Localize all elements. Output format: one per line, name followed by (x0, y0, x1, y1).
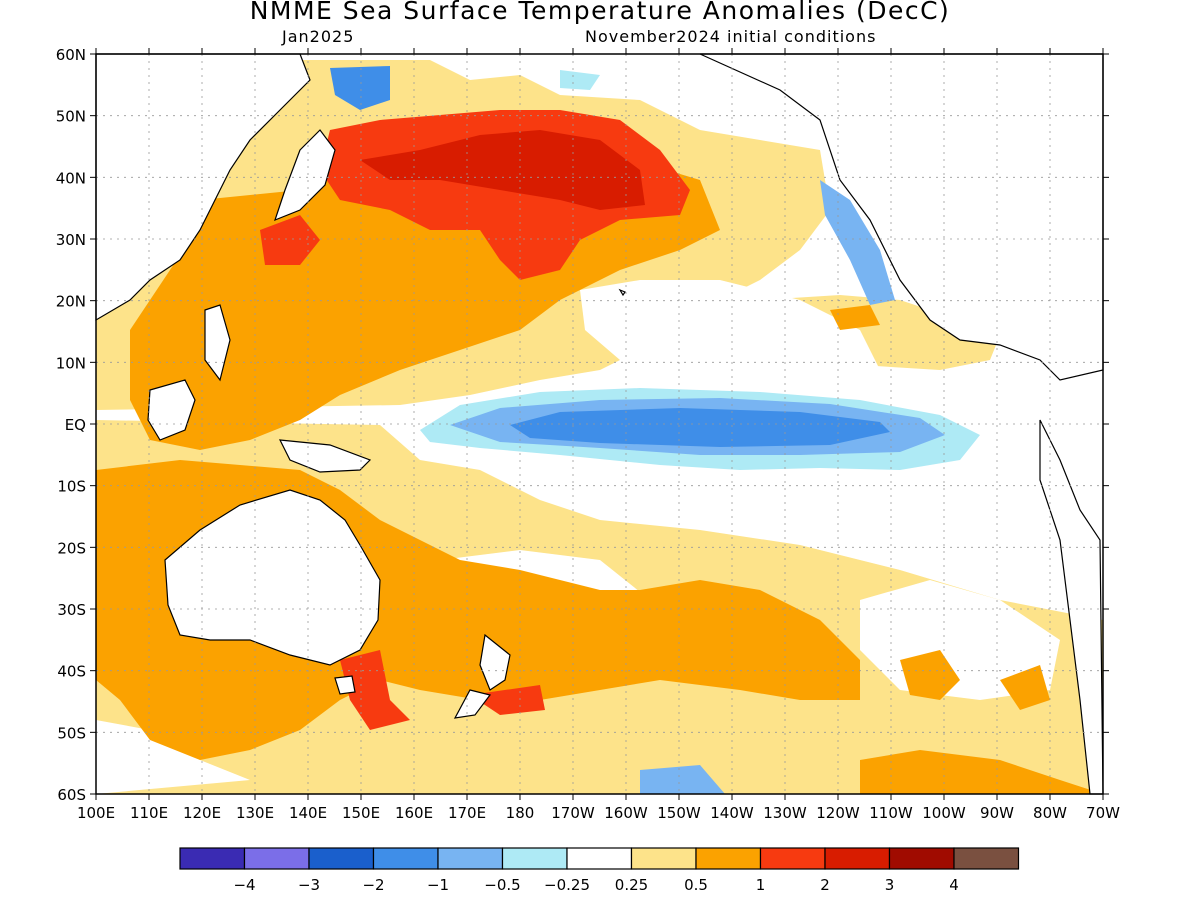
colorbar-label: −0.25 (544, 876, 590, 894)
initial-conditions-label: November2024 initial conditions (585, 27, 877, 46)
lon-tick-label: 160E (395, 804, 433, 822)
lon-tick-label: 110W (869, 804, 913, 822)
lon-tick-label: 100W (922, 804, 966, 822)
colorbar-label: −2 (362, 876, 384, 894)
lat-tick-label: 60N (56, 46, 86, 64)
colorbar-swatch (372, 847, 439, 870)
colorbar-label: −0.5 (484, 876, 520, 894)
colorbar-label: 0.25 (615, 876, 648, 894)
lat-tick-label: 20N (56, 293, 86, 311)
lon-tick-label: 130W (763, 804, 807, 822)
colorbar-label: 2 (820, 876, 830, 894)
colorbar-label: 1 (756, 876, 766, 894)
lon-tick-label: 170E (448, 804, 486, 822)
lon-tick-label: 70W (1086, 804, 1120, 822)
colorbar-swatch (308, 847, 375, 870)
lat-tick-label: 30S (57, 601, 86, 619)
colorbar-swatch (501, 847, 568, 870)
colorbar: −4 −3 −2 −1 −0.5 −0.25 0.25 0.5 1 2 3 4 (179, 847, 1020, 894)
lon-tick-label: 170W (551, 804, 595, 822)
colorbar-label: −4 (233, 876, 255, 894)
lat-tick-label: 10N (56, 354, 86, 372)
lat-tick-label: 50S (57, 724, 86, 742)
lon-tick-label: 160W (604, 804, 648, 822)
lon-tick-label: 90W (980, 804, 1014, 822)
target-month-label: Jan2025 (282, 27, 355, 46)
lon-tick-label: 120W (816, 804, 860, 822)
colorbar-swatch (888, 847, 955, 870)
lat-tick-label: 10S (57, 478, 86, 496)
lon-tick-label: 150E (342, 804, 380, 822)
lat-tick-label: 40S (57, 663, 86, 681)
lon-tick-label: 110E (130, 804, 168, 822)
lat-tick-label: EQ (65, 416, 86, 434)
lon-tick-label: 140E (289, 804, 327, 822)
longitude-axis: 100E 110E 120E 130E 140E 150E 160E 170E 180 170W 1… (77, 48, 1120, 822)
lon-tick-label: 150W (657, 804, 701, 822)
colorbar-label: 3 (885, 876, 895, 894)
colorbar-swatch (566, 847, 633, 870)
coastlines (95, 53, 1104, 795)
lon-tick-label: 130E (236, 804, 274, 822)
colorbar-swatch (243, 847, 310, 870)
lat-tick-label: 20S (57, 539, 86, 557)
lon-tick-label: 120E (183, 804, 221, 822)
colorbar-label: −3 (298, 876, 320, 894)
lat-tick-label: 40N (56, 169, 86, 187)
lon-tick-label: 140W (710, 804, 754, 822)
colorbar-swatch (437, 847, 504, 870)
lon-tick-label: 80W (1033, 804, 1067, 822)
colorbar-swatch (179, 847, 246, 870)
lon-tick-label: 180 (506, 804, 535, 822)
colorbar-swatch (759, 847, 826, 870)
colorbar-label: −1 (427, 876, 449, 894)
graticule (96, 54, 1103, 794)
latitude-axis: 60N 50N 40N 30N 20N 10N EQ 10S 20S 30S 40S 50S 60S (56, 46, 1109, 804)
colorbar-swatch (695, 847, 762, 870)
lat-tick-label: 30N (56, 231, 86, 249)
colorbar-swatch (630, 847, 697, 870)
lat-tick-label: 50N (56, 108, 86, 126)
lon-tick-label: 100E (77, 804, 115, 822)
colorbar-label: 0.5 (684, 876, 708, 894)
lat-tick-label: 60S (57, 786, 86, 804)
map-title: NMME Sea Surface Temperature Anomalies (… (249, 0, 951, 25)
colorbar-swatch (953, 847, 1020, 870)
colorbar-swatch (824, 847, 891, 870)
colorbar-label: 4 (949, 876, 959, 894)
